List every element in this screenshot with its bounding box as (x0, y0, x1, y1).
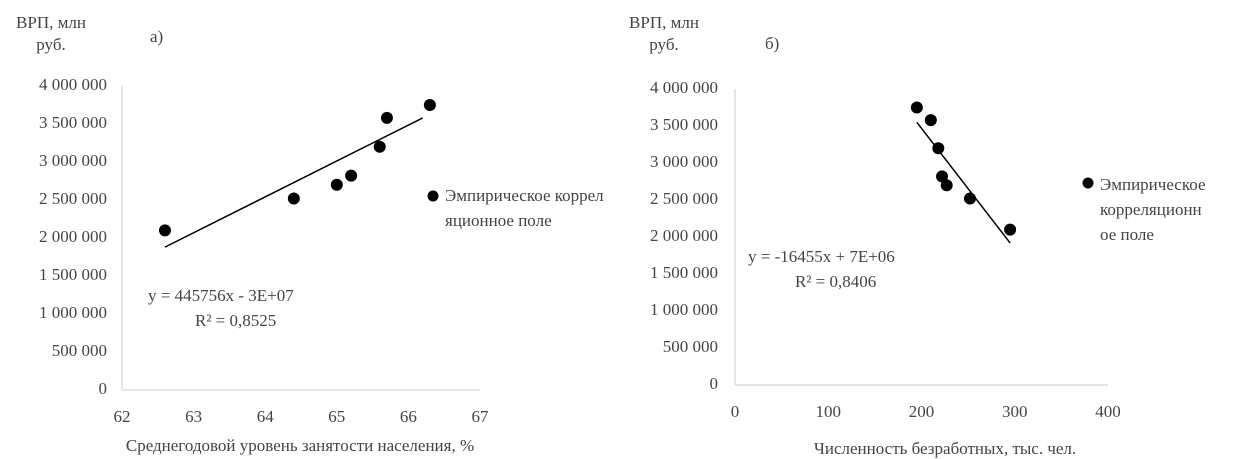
r-squared: R² = 0,8406 (795, 272, 876, 291)
panel-label: б) (765, 34, 779, 53)
y-tick-label: 3 500 000 (650, 115, 718, 134)
point (380, 111, 393, 124)
x-tick-label: 300 (1002, 402, 1028, 421)
y-tick-label: 3 500 000 (39, 113, 107, 132)
point (345, 169, 358, 182)
y-tick-label: 2 000 000 (39, 227, 107, 246)
x-tick-label: 0 (731, 402, 740, 421)
point (932, 142, 945, 155)
point (963, 192, 976, 205)
y-axis-title: ВРП, млн руб. (629, 13, 699, 54)
y-axis-title: ВРП, млн руб. (16, 13, 86, 54)
point (158, 224, 171, 237)
legend-label: Эмпирическое корреляционное поле (445, 186, 604, 230)
point (910, 101, 923, 114)
point (373, 140, 386, 153)
y-tick-label: 3 000 000 (39, 151, 107, 170)
y-tick-label: 2 500 000 (39, 189, 107, 208)
trendline (916, 121, 1011, 244)
x-tick-label: 400 (1095, 402, 1121, 421)
y-tick-label: 1 000 000 (39, 303, 107, 322)
equation: y = -16455x + 7E+06 (748, 247, 895, 266)
point (936, 170, 949, 183)
y-tick-label: 1 000 000 (650, 300, 718, 319)
point (330, 178, 343, 191)
point (940, 179, 953, 192)
x-axis-title: Среднегодовой уровень занятости населени… (126, 436, 474, 455)
y-tick-label: 0 (710, 374, 719, 393)
point (287, 192, 300, 205)
x-tick-label: 63 (185, 407, 202, 426)
point (1004, 223, 1017, 236)
y-tick-label: 500 000 (52, 341, 107, 360)
x-tick-label: 100 (816, 402, 842, 421)
y-tick-label: 0 (99, 379, 108, 398)
x-axis-title: Численность безработных, тыс. чел. (814, 439, 1076, 458)
point (924, 114, 937, 127)
panel-label: а) (150, 27, 163, 46)
legend-marker (427, 190, 439, 202)
y-tick-label: 3 000 000 (650, 152, 718, 171)
x-tick-label: 62 (114, 407, 131, 426)
y-tick-label: 4 000 000 (39, 75, 107, 94)
x-tick-label: 67 (472, 407, 490, 426)
x-tick-label: 200 (909, 402, 935, 421)
y-tick-label: 1 500 000 (39, 265, 107, 284)
x-tick-label: 64 (257, 407, 275, 426)
y-tick-label: 500 000 (663, 337, 718, 356)
equation: y = 445756x - 3E+07 (148, 286, 294, 305)
x-tick-label: 66 (400, 407, 417, 426)
x-tick-label: 65 (328, 407, 345, 426)
y-tick-label: 1 500 000 (650, 263, 718, 282)
y-tick-label: 2 000 000 (650, 226, 718, 245)
y-tick-label: 4 000 000 (650, 78, 718, 97)
r-squared: R² = 0,8525 (195, 311, 276, 330)
y-tick-label: 2 500 000 (650, 189, 718, 208)
legend-marker (1082, 177, 1094, 189)
trendline (164, 117, 424, 248)
legend-label: Эмпирическое корреляционное поле (1100, 175, 1206, 244)
point (423, 99, 436, 111)
